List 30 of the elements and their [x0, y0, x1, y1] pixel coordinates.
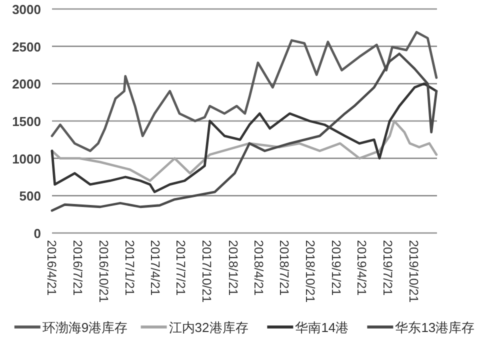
y-tick-label: 1000 [12, 151, 41, 166]
line-series [50, 30, 438, 152]
x-tick-label: 2018/4/21 [251, 240, 266, 296]
x-tick-label: 2018/1/21 [226, 240, 240, 296]
x-tick-label: 2016/10/21 [96, 240, 110, 303]
y-tick-label: 2500 [12, 39, 41, 54]
x-tick-label: 2018/10/21 [303, 240, 318, 303]
y-tick-label: 500 [19, 188, 41, 204]
legend-label: 华南14港 [295, 320, 349, 335]
x-tick-label: 2019/1/21 [329, 240, 344, 296]
x-tick-label: 2019/7/21 [380, 240, 394, 296]
legend-label: 江内32港库存 [168, 320, 248, 335]
x-tick-label: 2017/1/21 [122, 240, 136, 296]
legend-label: 华东13港库存 [395, 320, 475, 335]
y-tick-label: 1500 [12, 114, 41, 129]
y-tick-label: 0 [34, 226, 41, 241]
line-series [50, 52, 438, 212]
line-series [50, 82, 438, 194]
line-series [50, 120, 438, 182]
x-tick-label: 2017/10/21 [200, 240, 214, 303]
y-tick-label: 2000 [12, 76, 41, 92]
x-tick-label: 2017/7/21 [174, 240, 188, 296]
y-tick-label: 3000 [12, 2, 41, 17]
legend-label: 环渤海9港库存 [42, 320, 128, 335]
x-tick-label: 2016/4/21 [44, 240, 58, 296]
x-tick-label: 2018/7/21 [277, 240, 292, 296]
x-tick-label: 2017/4/21 [148, 240, 162, 296]
x-tick-label: 2019/4/21 [354, 240, 369, 296]
x-tick-label: 2019/10/21 [406, 240, 421, 303]
x-tick-label: 2016/7/21 [70, 240, 84, 296]
